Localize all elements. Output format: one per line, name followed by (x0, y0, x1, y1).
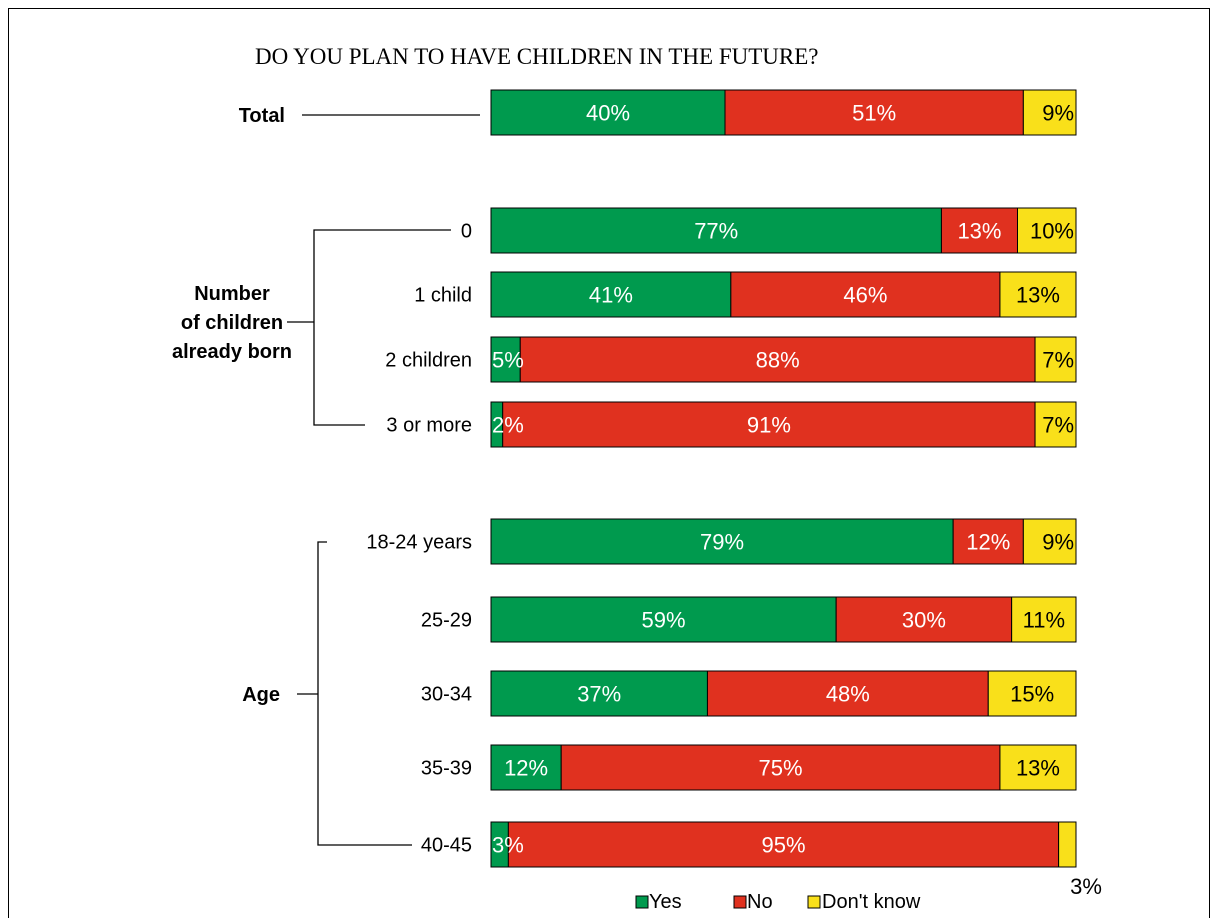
bar-segment-don-t-know (1022, 89, 1077, 136)
group-label-children: Number (194, 283, 270, 305)
bar-segment-don-t-know (1034, 336, 1077, 383)
value-label: 13% (1016, 756, 1060, 781)
value-label: 79% (700, 530, 744, 555)
category-label: 35-39 (421, 758, 472, 780)
group-label-age: Age (242, 684, 280, 706)
value-label: 91% (747, 413, 791, 438)
value-label: 15% (1010, 682, 1054, 707)
bar-segment-no (519, 336, 1036, 383)
bar-segment-no (706, 670, 989, 717)
legend-swatch (733, 895, 747, 909)
category-label: 3 or more (386, 415, 472, 437)
category-label: 18-24 years (366, 532, 472, 554)
legend-label: Don't know (822, 891, 921, 912)
bar-segment-don-t-know (1034, 401, 1077, 448)
value-label: 59% (642, 608, 686, 633)
labels-layer: 40% 51% 9% 77% 13% 10% 0 41% 46% 13% 1 child 5% 88% 7… (172, 101, 1102, 900)
value-label: 9% (1042, 530, 1074, 555)
value-label: 12% (966, 530, 1010, 555)
bar-segment-no (952, 518, 1024, 565)
bar-segment-don-t-know (1011, 596, 1077, 643)
category-label: 1 child (414, 285, 472, 307)
bar-segment-yes (490, 596, 837, 643)
bar-segment-yes (490, 744, 562, 791)
value-label: 88% (756, 348, 800, 373)
value-label: 40% (586, 101, 630, 126)
legend-swatch (635, 895, 649, 909)
value-label: 75% (759, 756, 803, 781)
value-label: 41% (589, 283, 633, 308)
bar-segment-no (724, 89, 1024, 136)
chart-title: DO YOU PLAN TO HAVE CHILDREN IN THE FUTU… (255, 44, 819, 69)
value-label: 10% (1030, 219, 1074, 244)
chart-frame (8, 8, 1210, 918)
value-label: 2% (492, 413, 524, 438)
legend-label: No (747, 891, 773, 912)
value-label: 48% (826, 682, 870, 707)
bars-layer (490, 89, 1077, 868)
value-label: 11% (1023, 608, 1065, 633)
legend-label: Yes (649, 891, 682, 912)
bar-segment-yes (490, 336, 521, 383)
bar-segment-yes (490, 518, 954, 565)
value-label: 5% (492, 348, 524, 373)
age-bracket (297, 541, 412, 846)
value-label: 7% (1042, 348, 1074, 373)
value-label: 3% (492, 833, 524, 858)
value-label: 3% (1070, 874, 1102, 899)
bar-segment-don-t-know (1058, 821, 1077, 868)
bar-segment-no (560, 744, 1001, 791)
bar-segment-no (502, 401, 1036, 448)
value-label: 13% (1016, 283, 1060, 308)
bar-segment-don-t-know (1017, 207, 1077, 254)
group-label-children: of children (181, 312, 283, 334)
children-bracket (287, 229, 451, 426)
category-label: 30-34 (421, 684, 472, 706)
value-label: 37% (577, 682, 621, 707)
value-label: 9% (1042, 101, 1074, 126)
legend-swatch (807, 895, 821, 909)
bar-segment-don-t-know (999, 271, 1077, 318)
value-label: 13% (957, 219, 1001, 244)
bar-segment-don-t-know (1022, 518, 1077, 565)
bar-segment-no (507, 821, 1060, 868)
value-label: 95% (761, 833, 805, 858)
value-label: 77% (694, 219, 738, 244)
value-label: 51% (852, 101, 896, 126)
value-label: 30% (902, 608, 946, 633)
category-label: 25-29 (421, 610, 472, 632)
value-label: 46% (843, 283, 887, 308)
category-label: 2 children (385, 350, 472, 372)
bar-segment-don-t-know (987, 670, 1077, 717)
value-label: 7% (1042, 413, 1074, 438)
bar-segment-don-t-know (999, 744, 1077, 791)
group-label-children: already born (172, 341, 292, 363)
value-label: 12% (504, 756, 548, 781)
bar-segment-no (730, 271, 1001, 318)
group-label-total: Total (239, 105, 285, 127)
category-label: 40-45 (421, 835, 472, 857)
category-label: 0 (461, 221, 472, 243)
legend: Yes No Don't know (635, 891, 921, 912)
bar-segment-yes (490, 670, 708, 717)
